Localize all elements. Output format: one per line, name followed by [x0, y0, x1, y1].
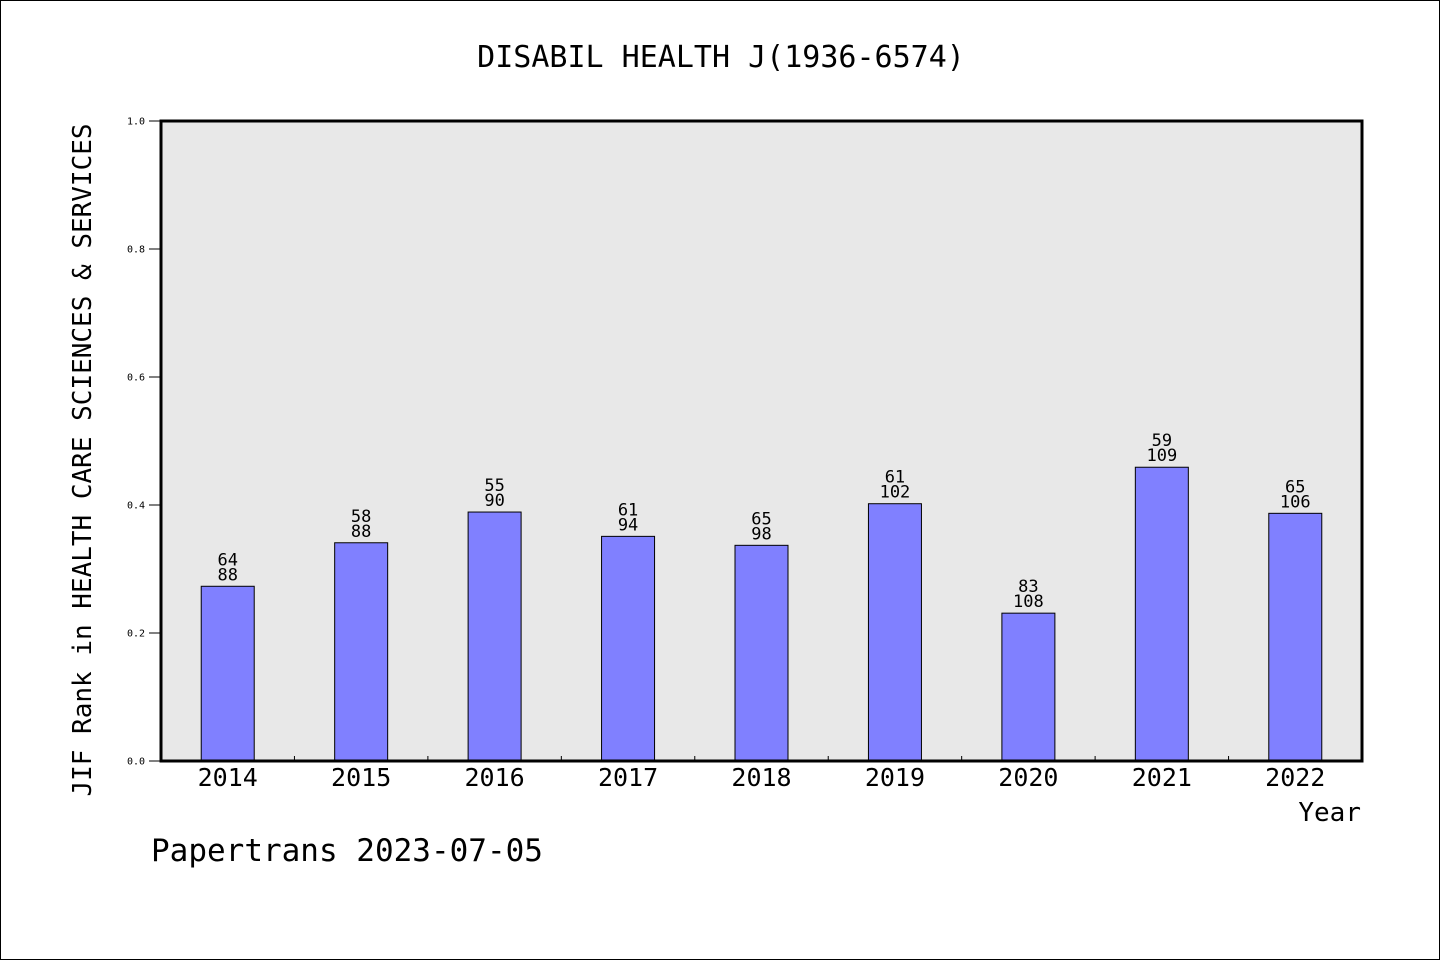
y-tick-label-2: 0.4 — [127, 501, 145, 512]
x-tick-label-2022: 2022 — [1265, 763, 1325, 792]
bar-label-total-2014: 88 — [217, 565, 237, 585]
bar-label-rank-2022: 65 — [1285, 477, 1305, 497]
bar-label-rank-2019: 61 — [885, 468, 905, 488]
bar-label-total-2020: 108 — [1013, 592, 1044, 612]
bar-2020 — [1001, 612, 1056, 762]
y-tick-label-4: 0.8 — [127, 245, 145, 256]
y-tick-label-1: 0.2 — [127, 629, 145, 640]
x-axis: 2014 2015 2016 2017 2018 2019 2020 2021 2022 — [198, 756, 1325, 792]
bar-label-total-2019: 102 — [880, 483, 911, 503]
y-tick-label-5: 1.0 — [127, 117, 145, 128]
bar-2018 — [734, 544, 789, 762]
x-tick-label-2014: 2014 — [198, 763, 258, 792]
bar-label-rank-2015: 58 — [351, 507, 371, 527]
x-axis-label: Year — [1298, 798, 1361, 828]
bar-2015 — [334, 542, 389, 762]
x-tick-label-2019: 2019 — [865, 763, 925, 792]
x-tick-label-2016: 2016 — [465, 763, 525, 792]
y-tick-label-0: 0.0 — [127, 757, 145, 768]
bar-label-total-2021: 109 — [1146, 446, 1177, 466]
bar-2017 — [601, 535, 656, 762]
bar-label-rank-2020: 83 — [1018, 577, 1038, 597]
bar-2016 — [467, 511, 522, 762]
bar-label-rank-2021: 59 — [1152, 431, 1172, 451]
y-axis: 0.0 0.2 0.4 0.6 0.8 1.0 — [127, 117, 161, 768]
x-tick-label-2018: 2018 — [731, 763, 791, 792]
bar-label-rank-2016: 55 — [484, 476, 504, 496]
bar-label-total-2022: 106 — [1280, 492, 1311, 512]
y-tick-label-3: 0.6 — [127, 373, 145, 384]
x-tick-label-2015: 2015 — [331, 763, 391, 792]
footer-text: Papertrans 2023-07-05 — [151, 833, 543, 869]
chart-title: DISABIL HEALTH J(1936-6574) — [477, 40, 965, 75]
x-tick-label-2017: 2017 — [598, 763, 658, 792]
bar-label-total-2018: 98 — [751, 524, 771, 544]
bar-label-total-2016: 90 — [484, 491, 504, 511]
bar-label-rank-2018: 65 — [751, 509, 771, 529]
bars-group — [200, 466, 1323, 762]
bar-label-total-2017: 94 — [618, 515, 638, 535]
plot-border — [159, 119, 1364, 763]
y-axis-label: JIF Rank in HEALTH CARE SCIENCES & SERVI… — [68, 123, 98, 796]
bar-2021 — [1134, 466, 1189, 762]
bar-2022 — [1268, 512, 1323, 762]
x-tick-label-2020: 2020 — [998, 763, 1058, 792]
bar-2014 — [200, 585, 255, 762]
bar-label-rank-2014: 64 — [217, 550, 237, 570]
bar-label-total-2015: 88 — [351, 522, 371, 542]
bar-2019 — [867, 503, 922, 762]
bar-label-rank-2017: 61 — [618, 500, 638, 520]
x-tick-label-2021: 2021 — [1132, 763, 1192, 792]
